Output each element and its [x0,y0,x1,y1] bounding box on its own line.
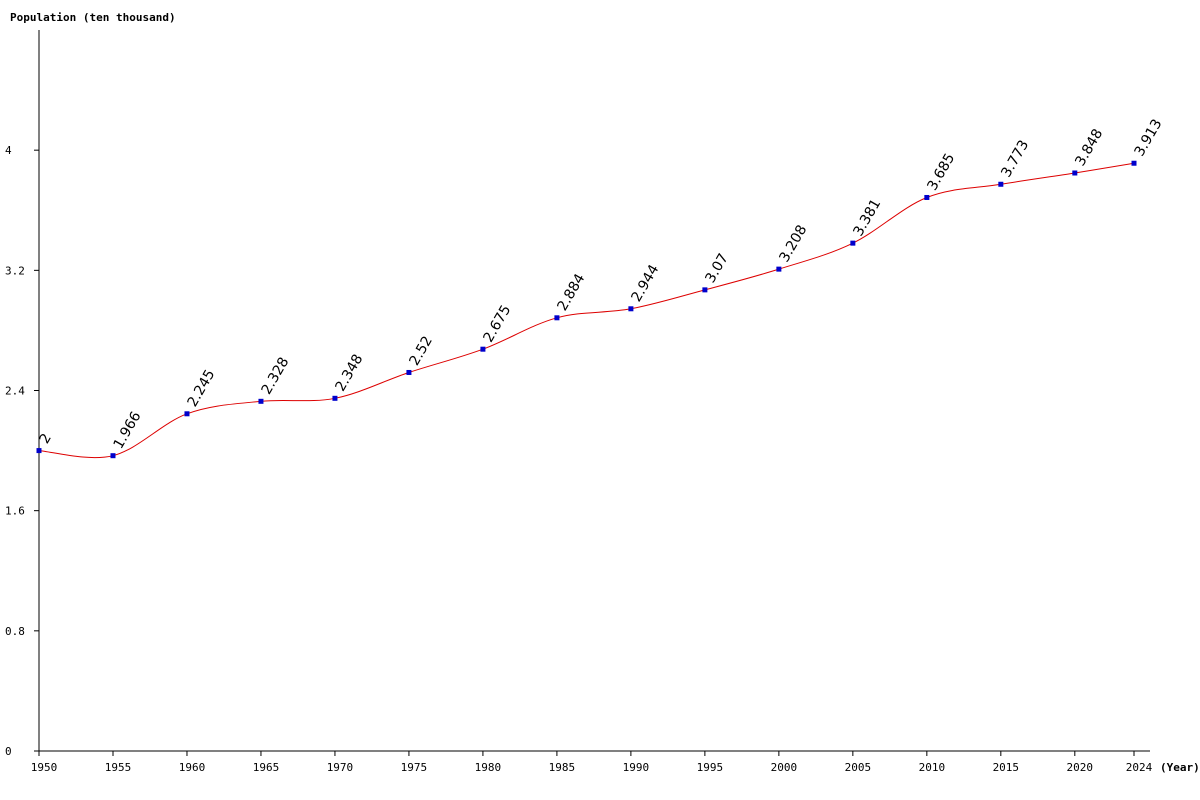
y-tick-label: 0 [5,745,12,758]
x-tick-label: 1975 [401,761,428,774]
data-point [554,315,560,321]
data-label: 3.773 [998,138,1032,181]
x-tick-label: 1965 [253,761,280,774]
data-label: 2.944 [628,262,662,305]
x-tick-label: 2024 [1126,761,1153,774]
data-label: 2.328 [259,355,293,398]
data-label: 2.348 [333,352,367,395]
data-label: 3.913 [1132,117,1166,160]
data-point [850,240,856,246]
data-point [924,194,930,200]
data-point [110,453,116,459]
x-tick-label: 1980 [475,761,502,774]
x-tick-label: 1970 [327,761,354,774]
x-axis-title: (Year) [1160,761,1200,774]
data-label: 2.884 [555,271,589,314]
data-label: 3.07 [702,251,731,286]
data-point [480,346,486,352]
x-tick-label: 1990 [623,761,650,774]
data-markers [36,160,1137,459]
data-point [1072,170,1078,176]
data-label: 3.208 [776,222,810,265]
data-point [184,411,190,417]
y-axis-title: Population (ten thousand) [10,11,176,24]
data-label: 2.245 [185,367,219,410]
data-point [702,287,708,293]
x-ticks: 1950 1955 1960 1965 1970 1975 1980 1985 1990 1995… [31,751,1153,774]
x-tick-label: 1985 [549,761,576,774]
data-label: 3.381 [850,196,884,239]
y-ticks: 0 0.8 1.6 2.4 3.2 4 [5,144,39,758]
x-tick-label: 2020 [1067,761,1094,774]
data-label: 1.966 [111,409,145,452]
data-point [36,448,42,454]
data-label: 2.675 [481,302,515,345]
data-point [332,395,338,401]
data-point [628,306,634,312]
x-tick-label: 1960 [179,761,206,774]
data-point [258,398,264,404]
y-tick-label: 0.8 [5,625,25,638]
data-point [1131,160,1137,166]
series-line [38,162,1135,459]
x-tick-label: 1995 [697,761,724,774]
x-tick-label: 2015 [993,761,1020,774]
data-point [776,266,782,272]
data-point [406,369,412,375]
data-label: 3.685 [924,151,958,194]
y-tick-label: 3.2 [5,264,25,277]
x-tick-label: 2005 [845,761,872,774]
y-tick-label: 2.4 [5,385,25,398]
data-label: 3.848 [1072,126,1106,169]
x-tick-label: 2000 [771,761,798,774]
x-tick-label: 2010 [919,761,946,774]
data-label: 2.52 [407,333,436,368]
y-tick-label: 4 [5,144,12,157]
x-tick-label: 1955 [105,761,132,774]
x-tick-label: 1950 [31,761,58,774]
y-tick-label: 1.6 [5,505,25,518]
data-point [998,181,1004,187]
